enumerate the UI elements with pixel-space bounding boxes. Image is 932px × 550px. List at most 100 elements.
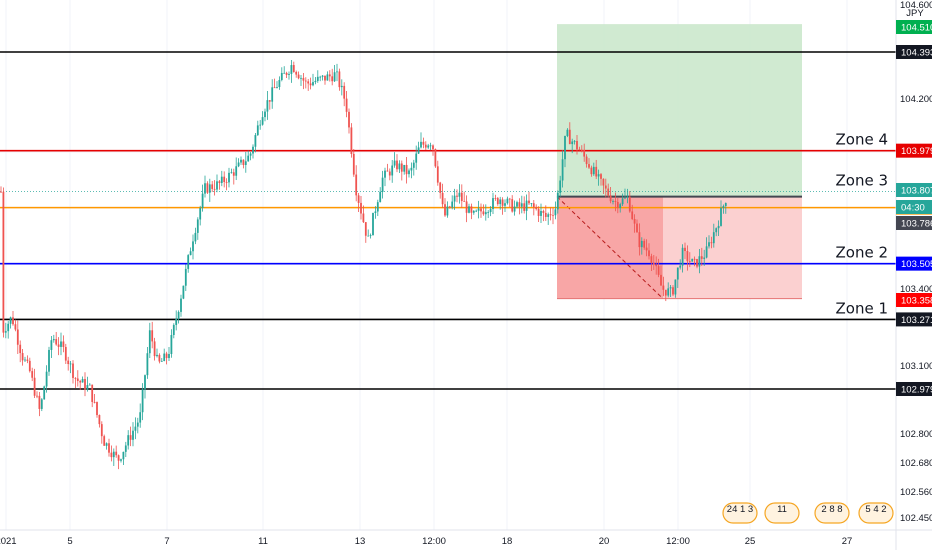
candle-body	[141, 389, 144, 413]
candle-body	[556, 192, 559, 210]
x-tick-label: 7	[164, 536, 169, 547]
candle-body	[300, 77, 302, 79]
candle-body	[14, 324, 17, 330]
candle-body	[573, 140, 576, 142]
candle-body	[408, 170, 410, 175]
candle-body	[271, 87, 274, 102]
candle-body	[631, 211, 634, 219]
candle-body	[340, 85, 343, 88]
zone-label: Zone 2	[836, 244, 889, 262]
candle-body	[326, 74, 329, 81]
candle-body	[619, 204, 622, 209]
candle-body	[376, 202, 379, 212]
candle-body	[540, 210, 542, 216]
candle-body	[360, 202, 362, 214]
price-tag	[896, 216, 932, 230]
candle-body	[645, 247, 648, 251]
candle-body	[612, 201, 614, 202]
candle-body	[674, 279, 677, 295]
candle-body	[127, 435, 130, 446]
candle-body	[79, 380, 82, 383]
event-count: 11	[777, 504, 787, 515]
candle-body	[45, 371, 48, 387]
candle-body	[228, 172, 230, 183]
candle-body	[667, 288, 670, 296]
candle-body	[549, 214, 552, 216]
candle-body	[525, 200, 528, 211]
candle-body	[158, 354, 161, 362]
candle-body	[705, 246, 708, 258]
candle-body	[312, 82, 314, 86]
candle-body	[26, 359, 29, 361]
candle-body	[374, 211, 377, 213]
candle-body	[405, 164, 408, 175]
candle-body	[434, 149, 437, 167]
candle-body	[117, 455, 120, 461]
candle-body	[163, 353, 166, 361]
candle-body	[530, 203, 533, 205]
candle-body	[182, 285, 185, 299]
candle-body	[307, 81, 310, 84]
candle-body	[566, 129, 569, 136]
time-axis[interactable]: 2021 5 7 11 13 12:00 18 20 12:00 25 27	[0, 529, 932, 547]
candle-body	[168, 354, 170, 359]
candle-body	[547, 214, 550, 217]
candle-body	[508, 198, 511, 200]
trend-dashed-line	[556, 196, 664, 300]
candle-body	[100, 424, 103, 437]
candle-body	[518, 202, 521, 207]
candle-body	[684, 247, 686, 252]
candle-body	[321, 75, 324, 77]
candle-body	[276, 87, 278, 88]
candle-body	[621, 198, 624, 205]
candle-body	[278, 79, 281, 88]
candle-body	[484, 212, 487, 215]
x-tick-label: 18	[502, 536, 513, 547]
candle-body	[336, 71, 338, 73]
candle-body	[424, 144, 427, 148]
candle-body	[256, 125, 259, 136]
candle-body	[355, 174, 358, 196]
candle-body	[372, 212, 374, 236]
event-flag-icon	[814, 502, 850, 524]
candle-body	[252, 146, 254, 154]
candle-body	[288, 73, 290, 75]
candle-body	[520, 203, 523, 207]
candle-body	[204, 183, 206, 194]
candle-body	[480, 208, 482, 212]
price-tag	[896, 382, 932, 396]
candle-body	[165, 353, 168, 359]
candle-body	[129, 435, 132, 440]
candle-body	[482, 211, 485, 215]
candle-body	[134, 426, 137, 431]
candle-body	[578, 149, 581, 151]
candle-body	[576, 140, 578, 150]
economic-events[interactable]: 24 1 3 11 2 8 8 5 4 2	[722, 502, 894, 524]
candle-body	[660, 274, 662, 286]
candle-body	[417, 147, 420, 154]
candle-body	[379, 191, 382, 203]
candle-body	[0, 191, 2, 193]
y-tick-label: 103.100	[900, 361, 932, 372]
candle-body	[703, 257, 706, 259]
candle-body	[600, 174, 602, 179]
price-tag-label: 103.807	[901, 186, 932, 197]
candle-body	[206, 183, 209, 193]
candle-body	[105, 443, 108, 446]
candle-body	[345, 98, 348, 112]
long-position-tool[interactable]	[556, 24, 802, 300]
price-tag	[896, 20, 932, 34]
candle-body	[501, 199, 504, 206]
price-tag-label: 04:30	[901, 203, 925, 214]
candle-body	[415, 153, 418, 163]
candle-body	[494, 198, 497, 199]
y-tick-label: 102.800	[900, 429, 932, 440]
candle-body	[669, 287, 672, 289]
candle-body	[369, 235, 372, 237]
candle-body	[396, 160, 398, 170]
candle-body	[295, 71, 298, 75]
y-tick-label: 102.680	[900, 458, 932, 469]
candle-body	[170, 335, 173, 355]
price-axis[interactable]: 104.600 104.200 103.400 103.100 102.800 102.6…	[895, 0, 932, 550]
